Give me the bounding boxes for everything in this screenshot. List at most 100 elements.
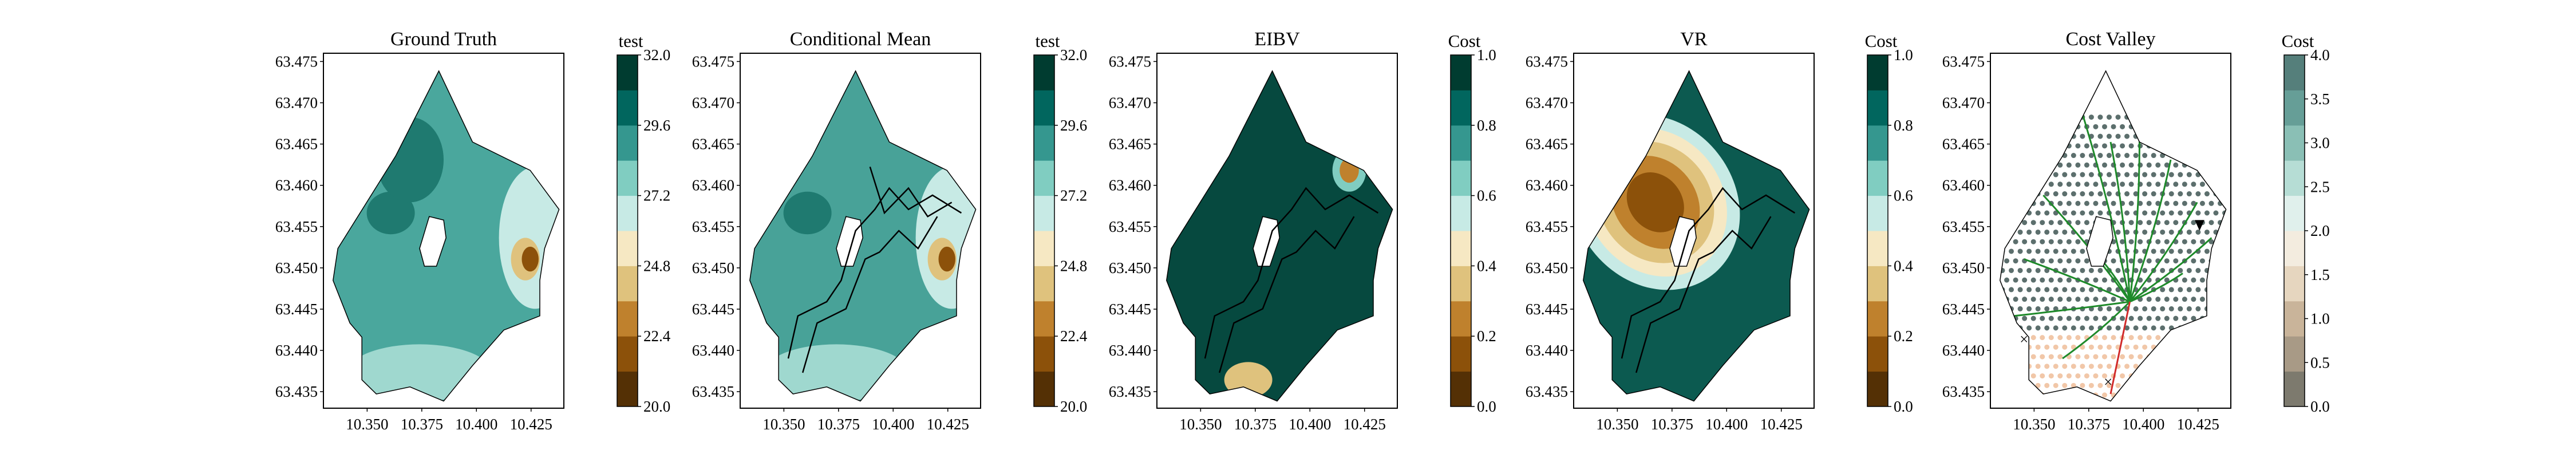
lattice-dot	[2026, 229, 2032, 235]
lattice-dot	[2208, 315, 2214, 321]
lattice-dot	[2071, 153, 2076, 159]
xtick-label: 10.350	[2013, 416, 2055, 433]
lattice-dot	[2017, 248, 2023, 254]
lattice-dot	[2080, 248, 2085, 254]
colorbar-segment	[617, 231, 638, 266]
xtick-label: 10.425	[2177, 416, 2219, 433]
lattice-dot	[2199, 354, 2205, 360]
lattice-dot	[2084, 162, 2089, 168]
lattice-dot	[2191, 354, 2196, 360]
lattice-dot	[2178, 210, 2183, 216]
lattice-dot	[2017, 114, 2023, 120]
eibv-peak-inner	[1340, 157, 1359, 183]
lattice-dot	[2111, 258, 2116, 264]
colorbar-tick-label: 0.0	[1894, 398, 1913, 415]
lattice-dot	[2088, 153, 2094, 159]
lattice-dot	[2168, 191, 2174, 197]
lattice-dot	[2062, 267, 2068, 273]
lattice-dot	[2222, 287, 2226, 293]
lattice-dot	[2026, 325, 2032, 331]
lattice-dot	[2097, 382, 2103, 388]
lattice-dot	[2115, 133, 2121, 139]
lattice-dot	[2102, 392, 2107, 398]
lattice-dot	[2182, 315, 2187, 321]
colorbar-segment	[1867, 195, 1888, 231]
lattice-dot	[2004, 258, 2010, 264]
colorbar-tick-label: 0.0	[2310, 398, 2330, 415]
lattice-dot	[2048, 220, 2054, 226]
ytick-label: 63.470	[275, 94, 318, 112]
lattice-dot	[2182, 124, 2187, 129]
colorbar-segment	[1867, 336, 1888, 372]
lattice-dot	[2138, 335, 2143, 341]
lattice-dot	[2155, 124, 2161, 129]
colorbar-tick-label: 0.2	[1894, 327, 1913, 345]
lattice-dot	[2017, 133, 2023, 139]
ytick-label: 63.465	[275, 136, 318, 153]
lattice-dot	[2004, 373, 2010, 379]
colorbar-segment	[1867, 90, 1888, 126]
lattice-dot	[2191, 297, 2196, 302]
lattice-dot	[2208, 335, 2214, 341]
colorbar-segment	[617, 266, 638, 302]
lattice-dot	[2178, 114, 2183, 120]
lattice-dot	[2057, 124, 2063, 129]
lattice-dot	[2035, 344, 2041, 350]
xtick-label: 10.425	[1760, 416, 1803, 433]
lattice-dot	[2026, 287, 2032, 293]
lattice-dot	[2124, 325, 2130, 331]
lattice-dot	[2102, 124, 2107, 129]
lattice-dot	[2195, 364, 2201, 369]
lattice-dot	[2142, 172, 2148, 177]
colorbar-segment	[1867, 266, 1888, 302]
lattice-dot	[2168, 210, 2174, 216]
lattice-dot	[2213, 306, 2219, 311]
lattice-dot	[2062, 133, 2068, 139]
lattice-dot	[2106, 287, 2112, 293]
lattice-dot	[2218, 354, 2223, 360]
colorbar-segment	[2284, 55, 2305, 90]
lattice-dot	[2066, 297, 2072, 302]
lattice-dot	[2218, 373, 2223, 379]
lattice-dot	[2155, 297, 2161, 302]
lattice-dot	[2168, 114, 2174, 120]
lattice-dot	[2017, 382, 2023, 388]
hot-spot-inner	[521, 246, 539, 272]
lattice-dot	[2178, 267, 2183, 273]
lattice-dot	[2030, 181, 2036, 187]
lattice-dot	[2000, 364, 2005, 369]
lattice-dot	[2111, 181, 2116, 187]
lattice-dot	[2128, 354, 2134, 360]
lattice-dot	[2151, 306, 2156, 311]
lattice-dot	[2062, 344, 2068, 350]
lattice-dot	[2075, 315, 2081, 321]
domain-outline	[749, 70, 977, 402]
colorbar-segment	[2284, 195, 2305, 231]
lattice-dot	[2013, 220, 2018, 226]
lattice-dot	[2128, 220, 2134, 226]
lattice-dot	[2084, 373, 2089, 379]
lattice-dot	[2120, 162, 2125, 168]
lattice-dot	[2208, 239, 2214, 244]
lattice-dot	[2035, 325, 2041, 331]
colorbar-segment	[1034, 266, 1054, 302]
lattice-dot	[2048, 277, 2054, 283]
lattice-dot	[2040, 354, 2045, 360]
lattice-dot	[2168, 248, 2174, 254]
lattice-dot	[2000, 344, 2005, 350]
colorbar: 32.0 29.6 27.2 24.8 22.4 20.0 test	[617, 31, 671, 415]
lattice-dot	[2009, 248, 2014, 254]
colorbar-tick-label: 0.8	[1894, 117, 1913, 134]
colorbar-tick-label: 2.0	[2310, 222, 2330, 239]
lattice-dot	[2178, 364, 2183, 369]
target-marker	[2195, 220, 2204, 231]
lattice-dot	[2115, 229, 2121, 235]
lattice-dot	[2062, 229, 2068, 235]
lattice-dot	[2106, 191, 2112, 197]
lattice-dot	[2017, 210, 2023, 216]
colorbar-segment	[617, 55, 638, 90]
lattice-dot	[2040, 239, 2045, 244]
lattice-dot	[2030, 220, 2036, 226]
lattice-dot	[2160, 287, 2166, 293]
ytick-label: 63.450	[692, 259, 734, 277]
